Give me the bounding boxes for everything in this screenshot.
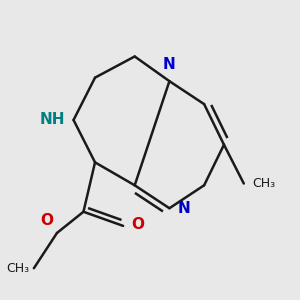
- Text: CH₃: CH₃: [252, 177, 275, 190]
- Text: CH₃: CH₃: [6, 262, 29, 275]
- Text: NH: NH: [40, 112, 65, 128]
- Text: O: O: [41, 213, 54, 228]
- Text: O: O: [131, 217, 144, 232]
- Text: N: N: [163, 57, 176, 72]
- Text: N: N: [178, 201, 190, 216]
